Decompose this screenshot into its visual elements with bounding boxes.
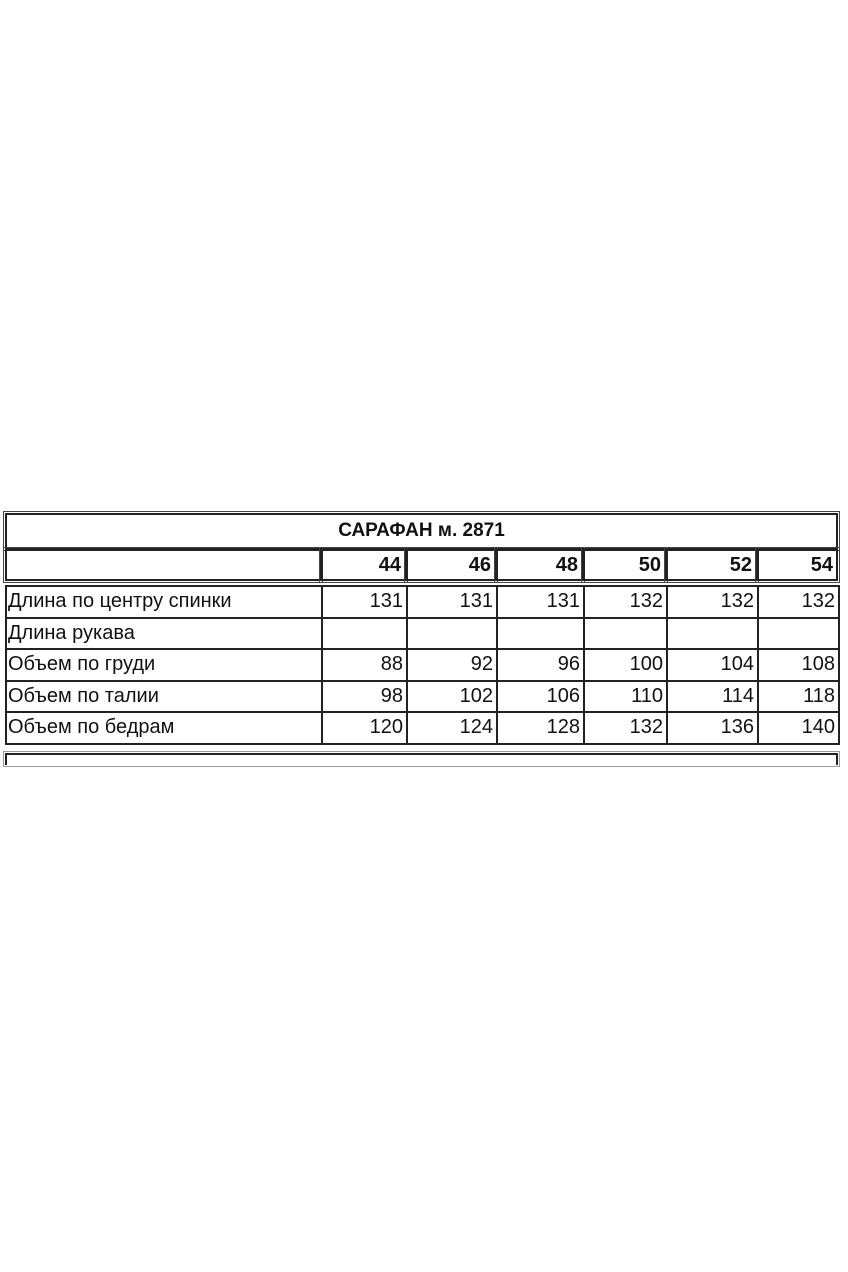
size-header-48: 48 [494, 547, 585, 583]
size-header-52: 52 [664, 547, 759, 583]
measurement-cell: 128 [496, 711, 585, 745]
measurement-cell: 140 [757, 711, 840, 745]
measurements-grid: Длина по центру спинки 131 131 131 132 132 132… [5, 585, 840, 745]
table-row: Объем по груди 88 92 96 100 104 108 [5, 648, 840, 682]
measurement-cell: 120 [321, 711, 408, 745]
table-row: Объем по бедрам 120 124 128 132 136 140 [5, 711, 840, 745]
measurement-cell: 110 [583, 679, 668, 713]
measurement-cell [321, 616, 408, 650]
measurement-cell: 108 [757, 648, 840, 682]
measurement-cell: 131 [496, 585, 585, 619]
measurement-cell: 104 [666, 648, 759, 682]
size-header-54: 54 [755, 547, 840, 583]
size-header-44: 44 [319, 547, 408, 583]
measurement-cell: 132 [757, 585, 840, 619]
measurement-cell [583, 616, 668, 650]
row-label: Длина рукава [5, 616, 323, 650]
measurement-cell: 100 [583, 648, 668, 682]
table-title: САРАФАН м. 2871 [3, 511, 840, 551]
table-row: Длина рукава [5, 616, 840, 650]
measurement-cell: 132 [666, 585, 759, 619]
size-header-46: 46 [404, 547, 498, 583]
measurement-cell: 106 [496, 679, 585, 713]
measurement-cell: 131 [406, 585, 498, 619]
row-label: Объем по талии [5, 679, 323, 713]
row-label: Объем по груди [5, 648, 323, 682]
measurement-cell: 118 [757, 679, 840, 713]
measurement-cell [666, 616, 759, 650]
measurement-cell: 88 [321, 648, 408, 682]
measurement-cell: 102 [406, 679, 498, 713]
measurement-cell [496, 616, 585, 650]
table-bottom-border [3, 751, 840, 767]
measurement-cell [406, 616, 498, 650]
size-header-row: 44 46 48 50 52 54 [3, 547, 840, 585]
measurement-cell: 92 [406, 648, 498, 682]
row-label: Объем по бедрам [5, 711, 323, 745]
size-header-50: 50 [581, 547, 668, 583]
measurement-cell: 136 [666, 711, 759, 745]
measurement-cell: 96 [496, 648, 585, 682]
measurement-cell [757, 616, 840, 650]
measurement-cell: 114 [666, 679, 759, 713]
header-empty-cell [3, 547, 323, 583]
row-label: Длина по центру спинки [5, 585, 323, 619]
measurement-cell: 98 [321, 679, 408, 713]
measurement-cell: 132 [583, 585, 668, 619]
measurement-cell: 131 [321, 585, 408, 619]
measurement-cell: 124 [406, 711, 498, 745]
table-row: Длина по центру спинки 131 131 131 132 132 132 [5, 585, 840, 619]
table-row: Объем по талии 98 102 106 110 114 118 [5, 679, 840, 713]
measurement-cell: 132 [583, 711, 668, 745]
